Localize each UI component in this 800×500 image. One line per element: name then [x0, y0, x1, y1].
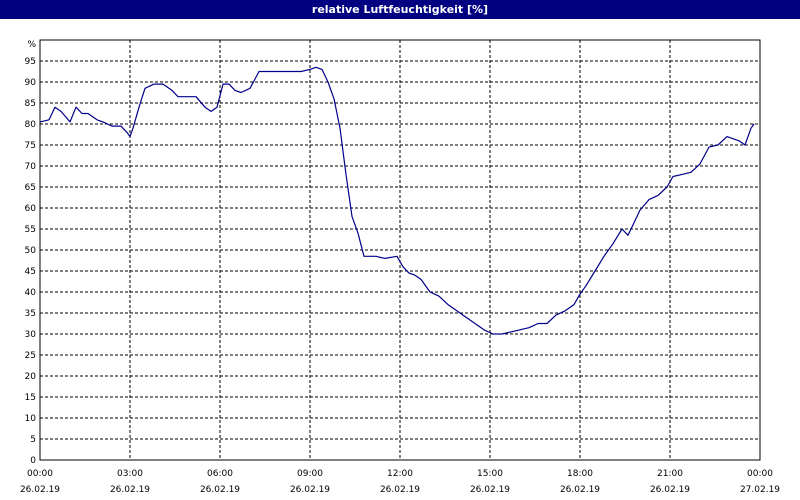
humidity-series-line — [39, 66, 755, 335]
y-tick-label: 95 — [25, 57, 36, 67]
y-tick-label: 5 — [30, 435, 36, 445]
x-tick-date-label: 26.02.19 — [110, 485, 150, 495]
y-tick-label: 25 — [25, 351, 36, 361]
y-tick-label: 65 — [25, 183, 36, 193]
x-tick-time-label: 15:00 — [477, 469, 503, 479]
y-tick-label: 45 — [25, 267, 36, 277]
x-tick-time-label: 03:00 — [117, 469, 143, 479]
x-tick-date-label: 26.02.19 — [200, 485, 240, 495]
chart-title: relative Luftfeuchtigkeit [%] — [0, 0, 800, 19]
x-tick-date-label: 26.02.19 — [650, 485, 690, 495]
y-tick-label: 70 — [25, 162, 37, 172]
y-tick-label: 75 — [25, 141, 36, 151]
y-tick-label: 0 — [30, 456, 36, 466]
x-tick-time-label: 00:00 — [747, 469, 773, 479]
y-axis-unit-label: % — [27, 40, 36, 50]
y-tick-label: 20 — [25, 372, 37, 382]
y-tick-label: 10 — [25, 414, 37, 424]
y-tick-label: 85 — [25, 99, 36, 109]
y-tick-label: 80 — [25, 120, 37, 130]
y-tick-label: 55 — [25, 225, 36, 235]
x-tick-time-label: 12:00 — [387, 469, 413, 479]
x-tick-date-label: 26.02.19 — [470, 485, 510, 495]
x-tick-time-label: 06:00 — [207, 469, 233, 479]
y-tick-label: 30 — [25, 330, 37, 340]
x-tick-date-label: 26.02.19 — [290, 485, 330, 495]
y-tick-label: 90 — [25, 78, 37, 88]
x-tick-date-label: 26.02.19 — [380, 485, 420, 495]
x-tick-date-label: 27.02.19 — [740, 485, 780, 495]
y-tick-label: 50 — [25, 246, 37, 256]
x-tick-date-label: 26.02.19 — [20, 485, 60, 495]
y-tick-label: 60 — [25, 204, 37, 214]
x-tick-time-label: 09:00 — [297, 469, 323, 479]
x-tick-time-label: 00:00 — [27, 469, 53, 479]
x-tick-date-label: 26.02.19 — [560, 485, 600, 495]
y-tick-label: 40 — [25, 288, 37, 298]
x-tick-time-label: 18:00 — [567, 469, 593, 479]
y-tick-label: 35 — [25, 309, 36, 319]
x-tick-time-label: 21:00 — [657, 469, 683, 479]
y-tick-label: 15 — [25, 393, 36, 403]
plot-frame — [39, 39, 761, 461]
